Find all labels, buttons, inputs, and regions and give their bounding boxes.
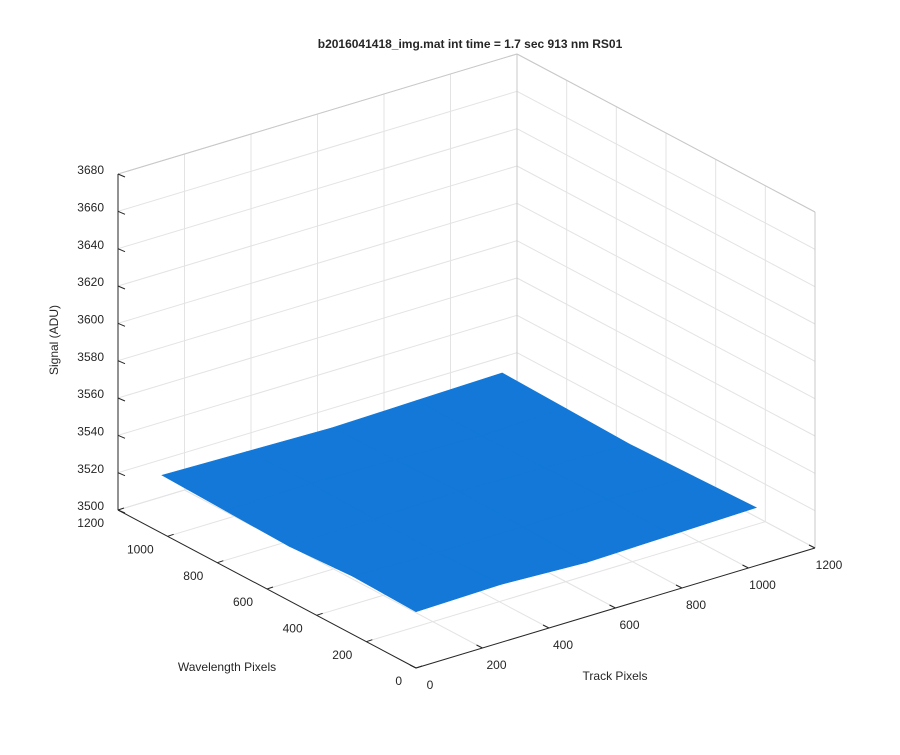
z-tick-label: 3500 — [77, 499, 104, 513]
tick-mark — [217, 560, 224, 564]
x-tick-label: 600 — [619, 618, 639, 632]
surface-patch — [351, 552, 502, 613]
y-tick-label: 600 — [233, 595, 253, 609]
tick-mark — [117, 434, 126, 439]
tick-mark — [476, 644, 483, 649]
chart-title: b2016041418_img.mat int time = 1.7 sec 9… — [318, 37, 623, 51]
grid-line — [366, 521, 766, 643]
x-tick-label: 200 — [486, 658, 506, 672]
tick-mark — [117, 210, 126, 215]
tick-mark — [117, 248, 126, 253]
x-axis-label: Track Pixels — [583, 669, 648, 683]
tick-mark — [117, 509, 126, 514]
tick-mark — [609, 604, 616, 609]
tick-mark — [117, 397, 126, 402]
tick-mark — [117, 360, 126, 365]
tick-mark — [117, 285, 126, 290]
y-tick-label: 800 — [183, 569, 203, 583]
z-tick-label: 3620 — [77, 275, 104, 289]
tick-mark — [542, 624, 550, 629]
tick-mark — [117, 173, 126, 178]
tick-mark — [117, 322, 126, 327]
x-tick-label: 0 — [427, 678, 434, 692]
z-tick-label: 3660 — [77, 201, 104, 215]
z-axis-label: Signal (ADU) — [47, 305, 61, 375]
z-tick-label: 3600 — [77, 313, 104, 327]
tick-mark — [366, 639, 373, 643]
y-tick-label: 0 — [395, 674, 402, 688]
z-tick-label: 3640 — [77, 238, 104, 252]
z-tick-label: 3520 — [77, 462, 104, 476]
y-tick-label: 400 — [283, 622, 303, 636]
tick-mark — [117, 472, 126, 477]
y-tick-label: 200 — [332, 648, 352, 662]
box-edge — [117, 53, 518, 175]
tick-mark — [266, 586, 274, 590]
x-tick-label: 800 — [686, 598, 706, 612]
y-tick-label: 1200 — [77, 516, 104, 530]
tick-mark — [742, 564, 749, 569]
tick-mark — [167, 533, 174, 537]
tick-mark — [409, 664, 417, 669]
x-tick-label: 1200 — [816, 558, 843, 572]
y-tick-label: 1000 — [127, 543, 154, 557]
tick-mark — [117, 507, 125, 511]
y-axis-label: Wavelength Pixels — [178, 660, 276, 674]
x-tick-label: 1000 — [749, 578, 776, 592]
tick-mark — [316, 612, 323, 616]
x-tick-label: 400 — [553, 638, 573, 652]
tick-mark — [415, 665, 423, 669]
tick-mark — [675, 584, 683, 589]
z-tick-label: 3540 — [77, 425, 104, 439]
box-edge — [516, 53, 816, 213]
z-tick-label: 3580 — [77, 350, 104, 364]
tick-mark — [808, 544, 816, 549]
z-tick-label: 3680 — [77, 163, 104, 177]
z-tick-label: 3560 — [77, 387, 104, 401]
